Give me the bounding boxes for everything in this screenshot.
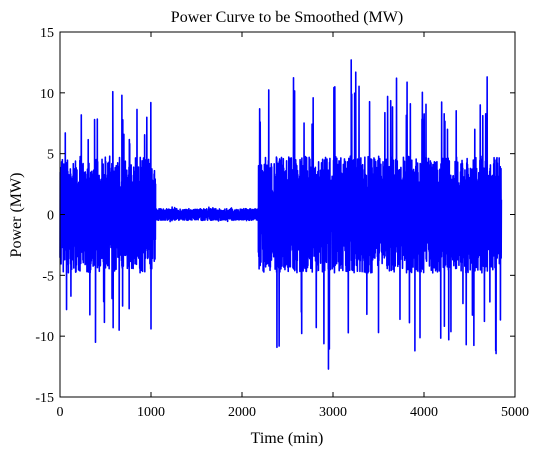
x-tick-label: 4000 xyxy=(410,405,438,420)
x-tick-label: 0 xyxy=(57,405,64,420)
x-tick-label: 2000 xyxy=(228,405,256,420)
x-axis-title: Time (min) xyxy=(251,430,324,447)
x-tick-label: 1000 xyxy=(137,405,165,420)
y-tick-label: -15 xyxy=(35,391,54,406)
y-tick-label: 10 xyxy=(40,87,54,102)
power-series-line xyxy=(59,59,503,370)
y-tick-label: 5 xyxy=(47,148,54,163)
y-tick-label: 15 xyxy=(40,26,54,41)
y-tick-label: -10 xyxy=(35,330,54,345)
ticks-layer: 0 1000 2000 3000 4000 5000 -15 -10 -5 0 5 10 15 xyxy=(35,26,529,420)
y-tick-label: -5 xyxy=(42,269,54,284)
x-tick-label: 5000 xyxy=(501,405,529,420)
series-layer xyxy=(59,59,503,370)
chart-title: Power Curve to be Smoothed (MW) xyxy=(171,9,403,26)
x-tick-label: 3000 xyxy=(319,405,347,420)
y-tick-label: 0 xyxy=(47,209,54,224)
y-axis-title: Power (MW) xyxy=(8,173,25,258)
